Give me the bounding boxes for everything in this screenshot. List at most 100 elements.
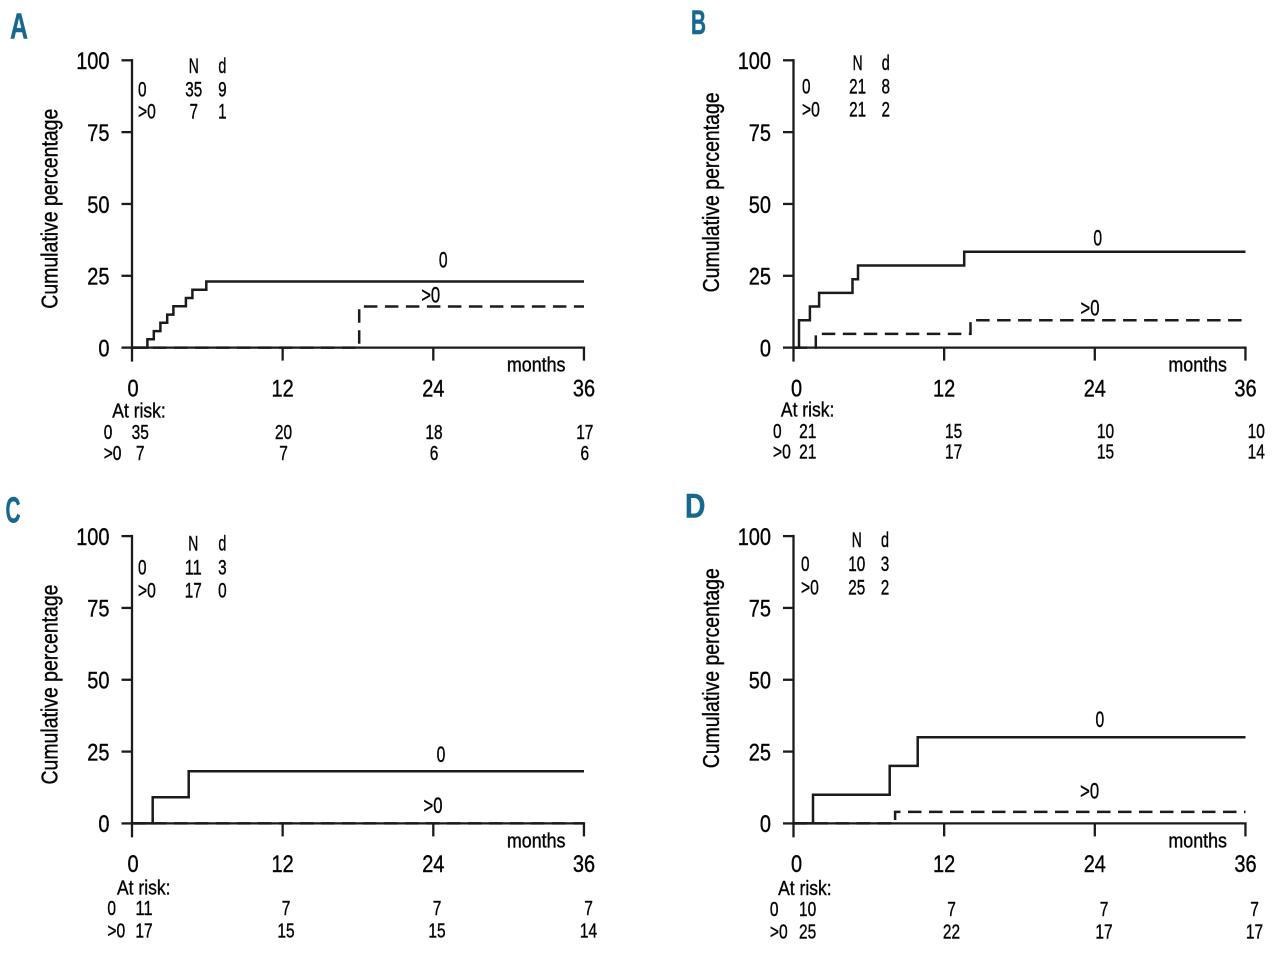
svg-text:25: 25 xyxy=(799,921,816,944)
svg-text:25: 25 xyxy=(749,739,771,766)
svg-text:20: 20 xyxy=(275,421,292,444)
svg-text:17: 17 xyxy=(135,920,152,943)
svg-text:0: 0 xyxy=(801,553,810,576)
svg-text:N: N xyxy=(189,55,199,78)
svg-text:3: 3 xyxy=(881,553,890,576)
svg-text:12: 12 xyxy=(933,375,955,402)
svg-text:6: 6 xyxy=(430,442,439,465)
svg-text:75: 75 xyxy=(87,596,109,623)
svg-text:months: months xyxy=(1168,830,1227,852)
svg-text:15: 15 xyxy=(1097,440,1114,463)
svg-text:12: 12 xyxy=(933,851,955,878)
svg-text:11: 11 xyxy=(135,897,152,920)
svg-text:0: 0 xyxy=(802,76,811,99)
svg-text:At risk:: At risk: xyxy=(112,400,166,423)
svg-text:36: 36 xyxy=(573,851,595,878)
svg-text:0: 0 xyxy=(760,811,771,838)
svg-text:Cumulative percentage: Cumulative percentage xyxy=(698,92,724,292)
svg-text:>0: >0 xyxy=(104,442,122,465)
svg-text:>0: >0 xyxy=(770,921,788,944)
svg-text:15: 15 xyxy=(277,920,294,943)
svg-text:Cumulative percentage: Cumulative percentage xyxy=(698,568,724,768)
svg-text:50: 50 xyxy=(749,668,771,695)
svg-text:At risk:: At risk: xyxy=(778,877,832,900)
svg-text:21: 21 xyxy=(799,420,816,443)
svg-text:N: N xyxy=(853,52,863,75)
svg-text:35: 35 xyxy=(185,79,202,102)
svg-text:15: 15 xyxy=(428,920,445,943)
svg-text:>0: >0 xyxy=(138,580,156,603)
svg-text:0: 0 xyxy=(760,335,771,362)
svg-text:N: N xyxy=(188,532,198,555)
svg-text:50: 50 xyxy=(749,192,771,219)
svg-text:14: 14 xyxy=(580,920,597,943)
svg-text:0: 0 xyxy=(770,898,779,921)
svg-text:7: 7 xyxy=(190,101,199,124)
svg-text:3: 3 xyxy=(218,557,227,580)
svg-text:0: 0 xyxy=(127,851,138,878)
svg-text:10: 10 xyxy=(1097,420,1114,443)
svg-text:D: D xyxy=(685,488,705,526)
svg-text:C: C xyxy=(6,490,21,531)
svg-text:>0: >0 xyxy=(802,99,820,122)
svg-text:22: 22 xyxy=(943,921,960,944)
svg-text:0: 0 xyxy=(773,420,782,443)
svg-text:7: 7 xyxy=(433,897,442,920)
svg-text:17: 17 xyxy=(945,440,962,463)
svg-text:11: 11 xyxy=(185,557,202,580)
svg-text:24: 24 xyxy=(422,375,444,402)
svg-text:>0: >0 xyxy=(424,793,443,818)
svg-text:d: d xyxy=(882,52,890,75)
svg-text:8: 8 xyxy=(882,76,891,99)
svg-text:25: 25 xyxy=(87,264,109,291)
svg-text:50: 50 xyxy=(87,668,109,695)
svg-text:0: 0 xyxy=(791,851,802,878)
svg-text:50: 50 xyxy=(87,192,109,219)
svg-text:12: 12 xyxy=(272,375,294,402)
svg-text:0: 0 xyxy=(791,375,802,402)
svg-text:0: 0 xyxy=(437,742,446,767)
svg-text:7: 7 xyxy=(1250,898,1259,921)
svg-text:>0: >0 xyxy=(1081,296,1100,321)
svg-text:0: 0 xyxy=(127,375,138,402)
svg-text:months: months xyxy=(507,830,566,852)
svg-text:15: 15 xyxy=(945,420,962,443)
svg-text:25: 25 xyxy=(848,576,865,599)
svg-text:d: d xyxy=(881,529,889,552)
svg-text:17: 17 xyxy=(1095,921,1112,944)
svg-text:N: N xyxy=(852,529,862,552)
svg-text:6: 6 xyxy=(581,442,590,465)
svg-text:B: B xyxy=(691,4,706,42)
svg-text:1: 1 xyxy=(218,101,227,124)
svg-text:12: 12 xyxy=(272,851,294,878)
svg-text:7: 7 xyxy=(584,897,593,920)
svg-text:24: 24 xyxy=(1084,375,1106,402)
svg-text:>0: >0 xyxy=(138,101,156,124)
svg-text:0: 0 xyxy=(98,335,109,362)
svg-text:10: 10 xyxy=(1248,420,1265,443)
svg-text:9: 9 xyxy=(218,79,227,102)
svg-text:0: 0 xyxy=(98,811,109,838)
svg-text:7: 7 xyxy=(282,897,291,920)
svg-text:36: 36 xyxy=(1234,375,1256,402)
svg-text:21: 21 xyxy=(849,99,866,122)
svg-text:10: 10 xyxy=(799,898,816,921)
svg-text:0: 0 xyxy=(138,557,147,580)
svg-text:21: 21 xyxy=(799,440,816,463)
svg-text:100: 100 xyxy=(738,524,771,551)
svg-text:0: 0 xyxy=(1093,226,1102,251)
svg-text:Cumulative percentage: Cumulative percentage xyxy=(37,585,63,785)
svg-text:75: 75 xyxy=(749,596,771,623)
svg-text:7: 7 xyxy=(947,898,956,921)
svg-text:100: 100 xyxy=(76,48,109,75)
svg-text:17: 17 xyxy=(1246,921,1263,944)
svg-text:25: 25 xyxy=(749,264,771,291)
svg-text:At risk:: At risk: xyxy=(781,399,835,422)
svg-text:0: 0 xyxy=(104,421,113,444)
svg-text:75: 75 xyxy=(87,120,109,147)
svg-text:17: 17 xyxy=(185,580,202,603)
svg-text:75: 75 xyxy=(749,120,771,147)
svg-text:100: 100 xyxy=(738,48,771,75)
svg-text:>0: >0 xyxy=(1080,779,1099,804)
svg-text:Cumulative percentage: Cumulative percentage xyxy=(37,109,63,309)
